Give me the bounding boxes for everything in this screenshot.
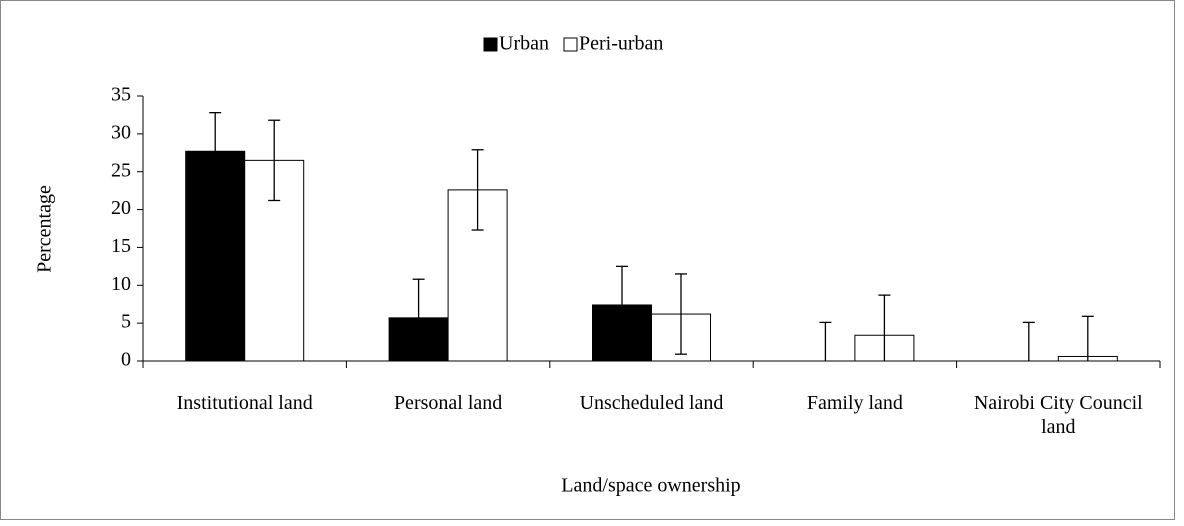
y-tick-label: 25 [111, 159, 131, 181]
legend-swatch [483, 37, 498, 52]
y-tick-label: 5 [121, 311, 131, 333]
x-tick-label: Institutional land [176, 392, 313, 414]
legend-label: Peri-urban [579, 33, 663, 55]
y-tick-label: 0 [121, 349, 131, 371]
x-tick-label: Nairobi City Council land [973, 392, 1143, 438]
y-tick-label: 30 [111, 121, 131, 143]
y-tick-label: 15 [111, 235, 131, 257]
y-tick-label: 10 [111, 273, 131, 295]
y-tick-label: 20 [111, 197, 131, 219]
y-tick-label: 35 [111, 84, 131, 106]
x-tick-label: Family land [806, 392, 903, 414]
legend-swatch [563, 37, 578, 52]
x-axis-title: Land/space ownership [561, 475, 740, 497]
y-axis-title: Percentage [34, 185, 56, 273]
x-tick-label: Personal land [393, 392, 503, 414]
legend-label: Urban [499, 33, 549, 55]
x-tick-label: Unscheduled land [579, 392, 724, 414]
